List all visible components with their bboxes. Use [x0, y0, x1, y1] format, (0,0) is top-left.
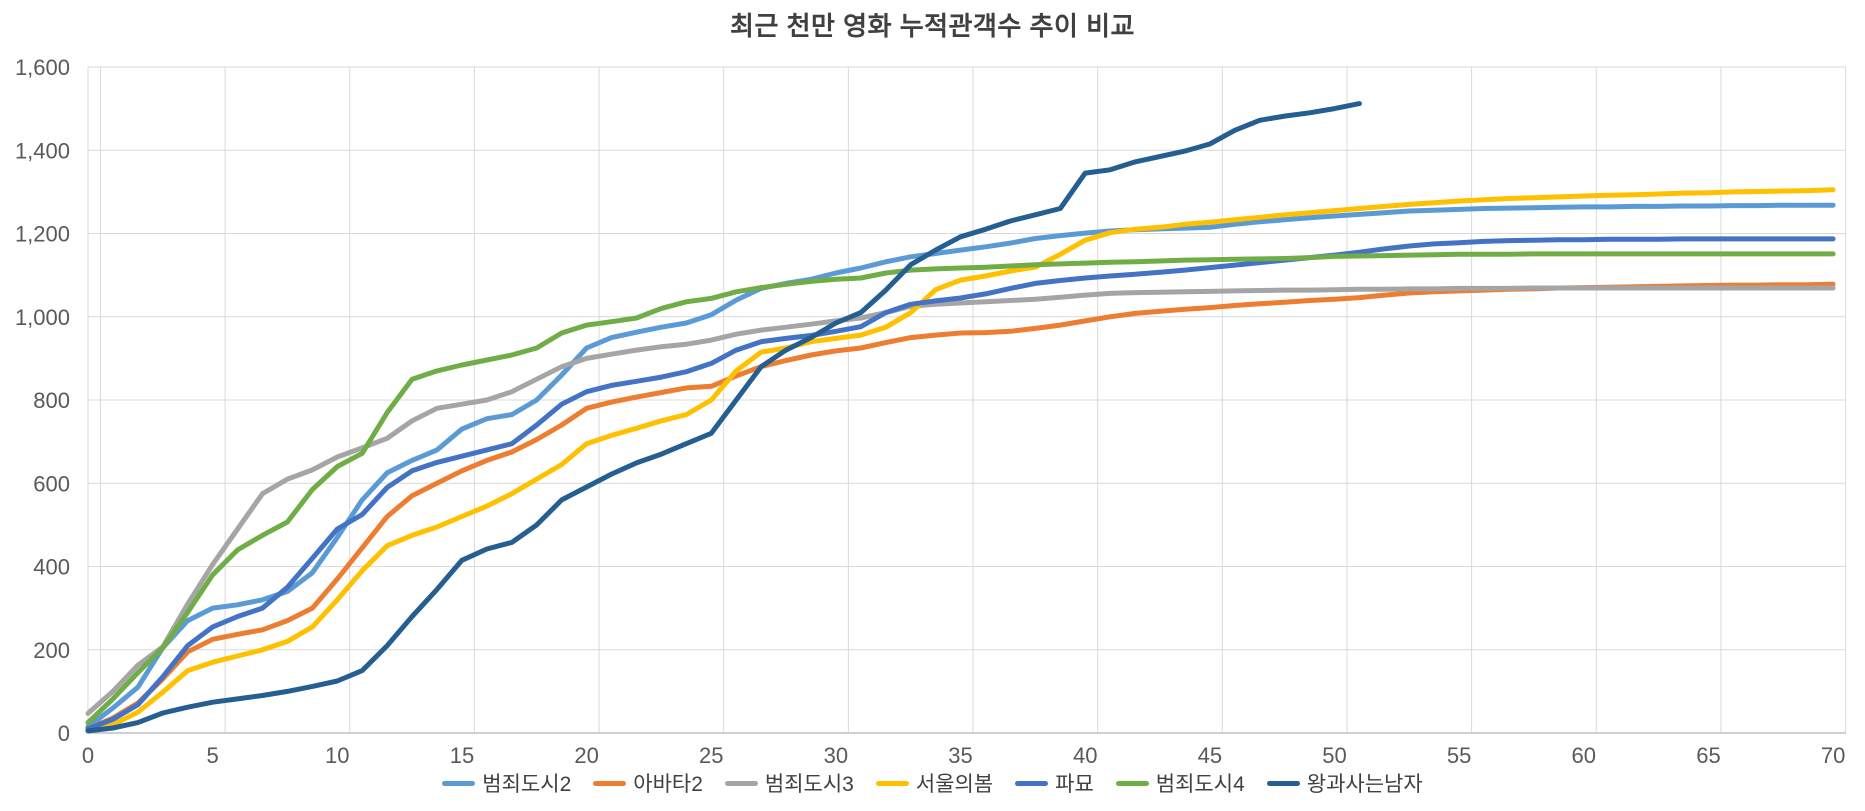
legend-swatch-king-living-man — [1266, 780, 1300, 786]
legend-label: 범죄도시4 — [1155, 773, 1245, 796]
y-tick-label: 1,400 — [15, 138, 70, 163]
x-tick-label: 50 — [1322, 743, 1346, 768]
legend-item-seoul-spring: 서울의봄 — [875, 768, 994, 798]
series-line-crime-city-3 — [85, 285, 1836, 716]
y-tick-label: 1,600 — [15, 55, 70, 80]
legend-label: 서울의봄 — [915, 773, 994, 796]
legend-swatch-crime-city-2 — [442, 780, 476, 786]
y-tick-label: 1,200 — [15, 222, 70, 247]
y-tick-label: 1,000 — [15, 305, 70, 330]
legend-item-exhuma: 파묘 — [1015, 768, 1094, 798]
y-tick-label: 400 — [33, 555, 70, 580]
legend-label: 아바타2 — [633, 773, 703, 796]
x-tick-label: 35 — [948, 743, 972, 768]
legend-swatch-avatar-2 — [593, 780, 627, 786]
chart-legend: 범죄도시2 아바타2 범죄도시3 서울의봄 파묘 범죄도시4 왕과사는남자 — [0, 768, 1865, 798]
x-tick-label: 30 — [824, 743, 848, 768]
series-line-king-living-man — [85, 101, 1362, 734]
legend-swatch-crime-city-3 — [724, 780, 758, 786]
x-tick-label: 60 — [1572, 743, 1596, 768]
legend-item-crime-city-3: 범죄도시3 — [724, 768, 854, 798]
y-tick-label: 200 — [33, 638, 70, 663]
y-tick-label: 0 — [58, 721, 70, 746]
series-line-crime-city-2 — [85, 202, 1836, 730]
chart-title: 최근 천만 영화 누적관객수 추이 비교 — [730, 11, 1135, 41]
x-tick-label: 15 — [450, 743, 474, 768]
x-tick-label: 0 — [82, 743, 94, 768]
legend-label: 파묘 — [1055, 773, 1094, 796]
legend-swatch-seoul-spring — [875, 780, 909, 786]
x-tick-label: 40 — [1073, 743, 1097, 768]
x-tick-label: 70 — [1821, 743, 1845, 768]
legend-item-crime-city-4: 범죄도시4 — [1115, 768, 1245, 798]
x-tick-label: 55 — [1447, 743, 1471, 768]
y-tick-label: 800 — [33, 388, 70, 413]
series-line-exhuma — [85, 236, 1836, 732]
x-tick-label: 25 — [699, 743, 723, 768]
legend-item-avatar-2: 아바타2 — [593, 768, 703, 798]
legend-label: 왕과사는남자 — [1306, 773, 1423, 796]
x-tick-label: 10 — [325, 743, 349, 768]
x-tick-label: 20 — [574, 743, 598, 768]
legend-swatch-crime-city-4 — [1115, 780, 1149, 786]
series-line-crime-city-4 — [85, 251, 1836, 726]
y-tick-label: 600 — [33, 471, 70, 496]
x-tick-label: 45 — [1198, 743, 1222, 768]
legend-label: 범죄도시2 — [482, 773, 572, 796]
legend-item-king-living-man: 왕과사는남자 — [1266, 768, 1423, 798]
series-line-seoul-spring — [85, 187, 1836, 734]
x-tick-label: 65 — [1696, 743, 1720, 768]
legend-label: 범죄도시3 — [764, 773, 854, 796]
legend-swatch-exhuma — [1015, 780, 1049, 786]
legend-item-crime-city-2: 범죄도시2 — [442, 768, 571, 798]
x-tick-label: 5 — [207, 743, 219, 768]
